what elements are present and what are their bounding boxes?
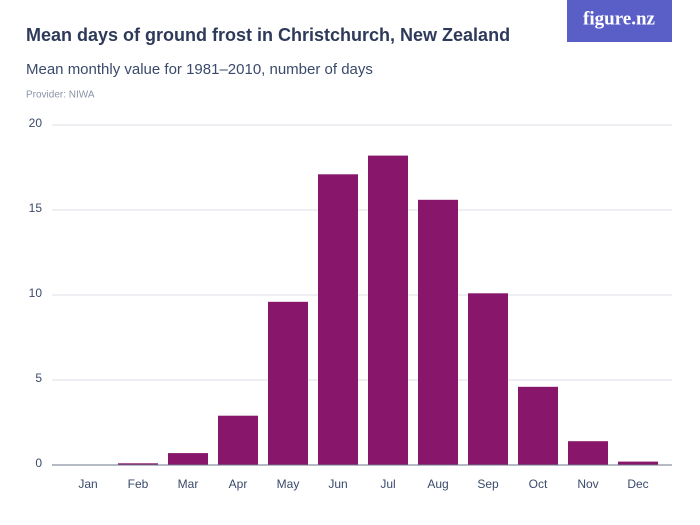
bar [518,386,558,465]
y-tick-label: 10 [29,286,43,300]
chart-subtitle: Mean monthly value for 1981–2010, number… [26,61,373,78]
x-tick-label: Apr [229,477,248,491]
y-tick-label: 15 [29,201,43,215]
x-tick-label: Dec [627,477,648,491]
y-tick-label: 5 [35,371,42,385]
x-tick-label: Aug [427,477,448,491]
bar [318,174,358,466]
x-tick-label: Feb [128,477,149,491]
y-tick-label: 20 [29,116,43,130]
bar [618,461,658,465]
bar [568,441,608,465]
bar [118,463,158,465]
provider: Provider: NIWA [26,90,95,101]
logo: figure.nz [583,8,656,29]
x-tick-label: Mar [178,477,199,491]
x-tick-label: Nov [577,477,598,491]
x-tick-label: Jun [328,477,347,491]
x-tick-label: Jul [380,477,395,491]
bar [168,453,208,465]
chart-title: Mean days of ground frost in Christchurc… [26,25,510,45]
x-tick-label: Oct [529,477,548,491]
bar [418,199,458,466]
bar [218,415,258,465]
bar [368,155,408,465]
bar [468,293,508,465]
x-tick-label: Jan [78,477,97,491]
y-tick-label: 0 [35,456,42,470]
x-tick-label: Sep [477,477,499,491]
logo-box [567,0,672,42]
x-tick-label: May [277,477,300,491]
bar [268,301,308,465]
